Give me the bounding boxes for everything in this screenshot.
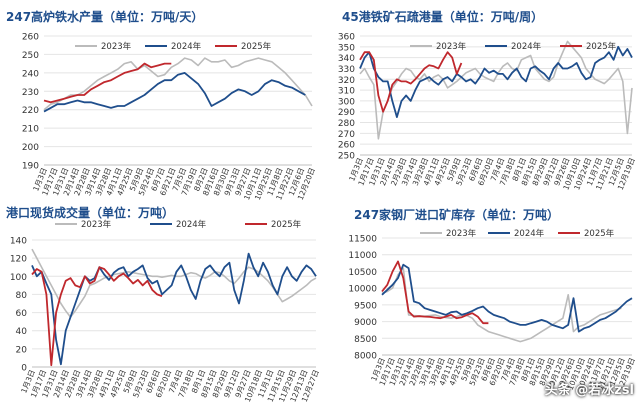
legend-label: 2023年 <box>81 219 112 230</box>
y-tick-label: 280 <box>338 119 355 129</box>
watermark-text: 头条 @若冰zsl <box>544 383 634 398</box>
chart-title: 247高炉铁水产量（单位：万吨/天） <box>6 10 204 24</box>
chart-svg: 2502602702802903003103203303403503601月3日… <box>338 33 637 192</box>
legend-label: 2023年 <box>436 41 467 52</box>
y-tick-label: 330 <box>338 65 355 75</box>
y-tick-label: 250 <box>22 51 39 61</box>
series-line-2 <box>359 51 463 113</box>
chart-svg: 8000850090009500100001050011000115001月3日… <box>348 228 636 391</box>
legend-label: 2024年 <box>171 41 202 52</box>
series-line-1 <box>359 45 633 118</box>
y-tick-label: 9500 <box>354 301 377 311</box>
legend-label: 2023年 <box>101 41 132 52</box>
y-tick-label: 9000 <box>354 318 377 328</box>
series-line-2 <box>381 260 489 325</box>
y-tick-label: 190 <box>22 162 39 172</box>
legend-label: 2024年 <box>514 228 545 239</box>
y-tick-label: 350 <box>338 43 355 53</box>
series-line-2 <box>43 62 172 104</box>
y-tick-label: 11000 <box>348 251 377 261</box>
y-tick-label: 230 <box>22 88 39 98</box>
y-tick-label: 140 <box>10 237 27 247</box>
legend-label: 2023年 <box>446 228 477 239</box>
y-tick-label: 200 <box>22 143 39 153</box>
y-tick-label: 260 <box>338 141 355 151</box>
y-tick-label: 320 <box>338 76 355 86</box>
y-tick-label: 10500 <box>348 268 377 278</box>
watermark: 头条 @若冰zsl <box>545 379 634 398</box>
y-tick-label: 270 <box>338 130 355 140</box>
series-line-0 <box>359 40 633 140</box>
y-tick-label: 290 <box>338 108 355 118</box>
legend-label: 2025年 <box>241 41 272 52</box>
y-tick-label: 310 <box>338 87 355 97</box>
legend-label: 2025年 <box>271 219 302 230</box>
y-tick-label: 60 <box>16 309 28 319</box>
y-tick-label: 11500 <box>348 235 377 245</box>
chart-panel-ore-inventory: 247家钢厂进口矿库存（单位：万吨） 8000 8500 9000 9500 10000… <box>320 200 640 406</box>
chart-panel-port-dispatch: 45港铁矿石疏港量（单位：万吨/周） 250 260 270 280 290 300 310… <box>320 0 640 200</box>
chart-svg: 1902002102202302402502601月3日1月17日1月31日2月… <box>22 33 317 202</box>
chart-panel-spot-volume: 港口现货成交量（单位：万吨） 0 20 40 60 80 100 120 140 1月3日 1月1… <box>0 200 321 406</box>
y-tick-label: 340 <box>338 54 355 64</box>
y-tick-label: 20 <box>16 345 28 355</box>
chart-title: 港口现货成交量（单位：万吨） <box>6 206 175 220</box>
y-tick-label: 360 <box>338 33 355 43</box>
y-tick-label: 0 <box>21 364 27 374</box>
y-tick-label: 260 <box>22 33 39 43</box>
series-line-1 <box>381 263 633 333</box>
y-tick-label: 8500 <box>354 335 377 345</box>
series-line-1 <box>31 252 317 366</box>
legend-label: 2025年 <box>586 41 617 52</box>
series-line-2 <box>31 266 163 367</box>
y-tick-label: 40 <box>16 327 28 337</box>
y-tick-label: 10000 <box>348 285 377 295</box>
chart-svg: 0204060801001201401月3日1月17日1月31日2月14日2月2… <box>10 219 321 403</box>
chart-title: 247家钢厂进口矿库存（单位：万吨） <box>354 208 560 222</box>
legend-label: 2025年 <box>584 228 615 239</box>
y-tick-label: 120 <box>10 255 27 265</box>
y-tick-label: 220 <box>22 106 39 116</box>
legend-label: 2024年 <box>176 219 207 230</box>
y-tick-label: 250 <box>338 152 355 162</box>
chart-title: 45港铁矿石疏港量（单位：万吨/周） <box>342 10 544 24</box>
series-line-1 <box>43 72 306 113</box>
y-tick-label: 8000 <box>354 352 377 362</box>
legend-label: 2024年 <box>511 41 542 52</box>
y-tick-label: 100 <box>10 273 27 283</box>
chart-panel-steel-output: 247高炉铁水产量（单位：万吨/天） 190 200 210 220 230 240 250… <box>0 0 320 202</box>
y-tick-label: 80 <box>16 291 28 301</box>
y-tick-label: 300 <box>338 97 355 107</box>
series-line-0 <box>31 248 317 318</box>
y-tick-label: 240 <box>22 69 39 79</box>
series-line-0 <box>43 57 313 111</box>
y-tick-label: 210 <box>22 125 39 135</box>
